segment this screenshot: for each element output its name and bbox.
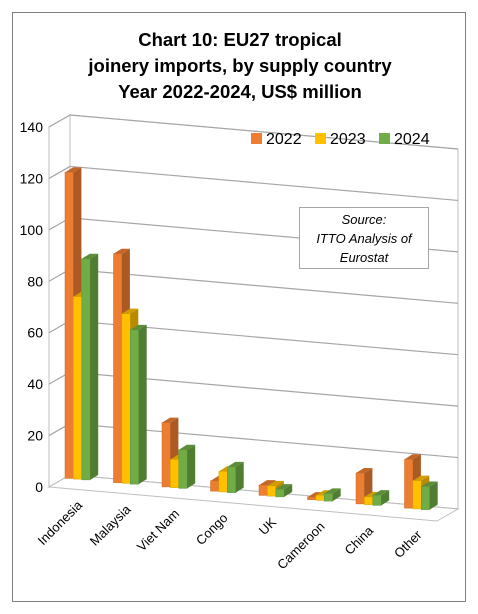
bar-side [187,444,196,489]
bar-top [178,444,196,450]
y-tick-label: 140 [20,119,44,135]
bar-other-2022 [404,459,414,509]
bar-malaysia-2024 [130,329,139,485]
bar-top [421,481,438,487]
x-tick-label: China [341,522,376,557]
x-tick-label: Cameroon [274,519,328,573]
bar-chart-3d: 0 20 40 60 80 100 120 140 Indonesia Malaysia Viet … [20,114,460,573]
gridline [69,268,459,304]
bar-side [429,481,438,510]
bar-side [381,490,390,506]
bar-congo-2022 [210,480,220,492]
chart-frame: Chart 10: EU27 tropical joinery imports,… [12,12,466,602]
x-tick-label: Congo [193,510,231,548]
bar-top [275,484,293,490]
bar-viet-nam-2023 [170,459,180,488]
x-tick-label: Viet Nam [134,506,182,554]
bar-uk-2022 [258,484,268,496]
source-line-2: ITTO Analysis of [316,231,412,246]
bar-top [372,490,390,496]
legend-label: 2022 [266,131,302,148]
legend-swatch-2024 [379,133,390,144]
chart-title-line-1: Chart 10: EU27 tropical [138,29,342,50]
x-tick-label: Indonesia [35,497,86,548]
bar-uk-2024 [275,488,285,498]
y-tick-label: 0 [35,479,43,495]
chart-title-line-3: Year 2022-2024, US$ million [118,81,362,102]
y-tick-label: 20 [27,428,43,444]
bar-viet-nam-2022 [161,422,171,488]
chart-title: Chart 10: EU27 tropical joinery imports,… [13,27,467,105]
floor [47,474,460,522]
y-tick-label: 40 [27,376,43,392]
bar-malaysia-2022 [113,253,123,483]
bar-top [113,248,130,254]
bar-side [332,488,341,502]
gridline [69,114,459,150]
bar-china-2024 [372,494,382,506]
bar-top [130,324,147,330]
bar-other-2024 [421,486,430,510]
gridline [69,165,459,202]
chart-title-line-2: joinery imports, by supply country [88,55,392,76]
bar-top [259,480,276,486]
bar-side [235,461,244,493]
bar-viet-nam-2024 [178,449,188,489]
bar-cameroon-2022 [307,496,317,500]
bar-side [138,324,147,485]
bar-top [227,461,244,467]
bar-china-2023 [364,496,374,505]
bar-congo-2023 [218,471,228,493]
bar-uk-2023 [267,485,277,497]
gridline-side [48,165,71,179]
x-tick-label: Malaysia [87,501,134,548]
legend-label: 2023 [330,131,366,148]
y-tick-label: 100 [20,222,44,238]
bar-cameroon-2023 [315,494,325,501]
bar-top [65,167,82,173]
legend-swatch-2022 [251,133,262,144]
source-line-3: Eurostat [339,250,389,265]
x-tick-label: UK [256,514,280,538]
bar-top [356,468,373,474]
bar-cameroon-2024 [324,493,333,502]
bar-top [324,488,341,494]
bar-top [121,308,139,314]
source-note: Source: ITTO Analysis of Eurostat [299,207,429,269]
bar-top [81,253,99,259]
bar-top [162,417,179,423]
bar-congo-2024 [227,466,236,493]
y-tick-label: 120 [20,170,44,186]
bar-other-2023 [412,480,422,510]
y-tick-label: 80 [27,273,43,289]
bar-malaysia-2023 [121,313,131,484]
gridline-side [48,114,71,128]
bar-indonesia-2023 [73,296,83,480]
bar-top [404,454,421,460]
x-tick-label: Other [391,527,425,561]
bar-top [412,475,430,481]
bar-indonesia-2022 [64,172,74,479]
bar-side [90,253,99,480]
legend-swatch-2023 [315,133,326,144]
bar-side [284,484,293,497]
bar-china-2022 [355,472,365,505]
legend-label: 2024 [394,131,430,148]
bar-indonesia-2024 [81,258,91,481]
source-line-1: Source: [341,212,387,227]
bar-top [267,480,284,486]
y-tick-label: 60 [27,325,43,341]
